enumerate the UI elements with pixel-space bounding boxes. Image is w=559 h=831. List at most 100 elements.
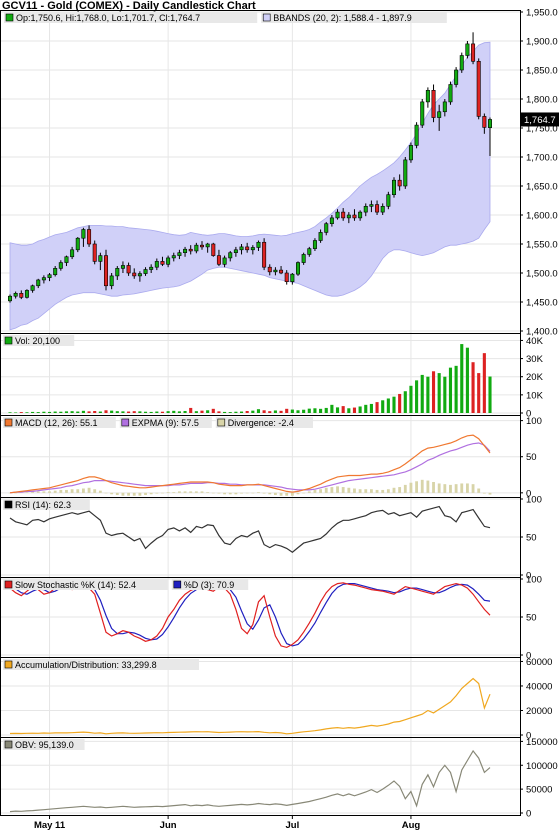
volume-bar	[172, 410, 176, 413]
volume-bar	[358, 406, 362, 413]
obv-line	[9, 749, 491, 813]
volume-bar	[302, 409, 306, 413]
divergence-bar	[31, 491, 34, 493]
divergence-bar	[217, 492, 221, 494]
candle	[284, 272, 289, 282]
divergence-bar	[70, 489, 74, 493]
candle	[149, 266, 154, 270]
candle	[256, 241, 261, 248]
divergence-bar	[127, 492, 130, 496]
candle	[30, 285, 35, 291]
volume-bar	[273, 410, 277, 413]
candle	[183, 248, 188, 254]
candle	[166, 257, 171, 265]
chart-title: GCV11 - Gold (COMEX) - Daily Candlestick…	[2, 0, 256, 12]
divergence-bar	[76, 489, 80, 493]
candle	[392, 179, 396, 195]
divergence-bar	[358, 489, 362, 493]
y-tick-label: 1,450.0	[526, 298, 558, 309]
divergence-bar	[307, 491, 311, 493]
volume-bar	[290, 409, 294, 413]
volume-bar	[200, 410, 204, 413]
candle	[375, 204, 380, 213]
divergence-bar	[200, 491, 204, 493]
candle	[36, 279, 41, 287]
divergence-bar	[443, 484, 447, 493]
legend: Slow Stochastic %K (14): 52.4 %D (3): 70.…	[3, 579, 249, 590]
volume-bar	[256, 409, 261, 413]
candle	[8, 295, 12, 302]
y-tick-label: 20K	[526, 372, 544, 383]
divergence-bar	[437, 483, 441, 493]
y-tick-label: 10K	[526, 390, 544, 401]
y-tick-label: 40000	[526, 681, 552, 692]
candle	[239, 246, 244, 251]
candle	[403, 159, 408, 187]
divergence-bar	[409, 482, 413, 493]
y-tick-label: 40K	[526, 336, 544, 347]
ad-line	[9, 677, 491, 735]
candle	[267, 266, 272, 273]
legend-label: Accumulation/Distribution: 33,299.8	[15, 660, 157, 670]
candle	[233, 249, 238, 254]
candle	[352, 214, 357, 219]
candle	[211, 243, 216, 256]
candle	[335, 211, 340, 219]
volume-bar	[381, 400, 385, 413]
candle	[363, 206, 368, 213]
legend-label: Op:1,750.6, Hi:1,768.0, Lo:1,701.7, Cl:1…	[16, 13, 200, 23]
y-tick-label: 100	[526, 495, 542, 506]
divergence-bar	[194, 491, 198, 493]
divergence-bar	[449, 484, 452, 493]
divergence-bar	[381, 489, 385, 493]
volume-bar	[8, 412, 12, 413]
y-tick-label: 1,800.0	[526, 95, 558, 106]
volume-bar	[386, 398, 390, 413]
volume-bar	[143, 411, 148, 413]
volume-bar	[431, 371, 436, 413]
y-tick-label: 1,550.0	[526, 240, 558, 251]
legend-label: BBANDS (20, 2): 1,588.4 - 1,897.9	[273, 13, 412, 23]
candle	[81, 229, 86, 239]
volume-bar	[217, 411, 221, 413]
divergence-bar	[82, 488, 85, 493]
divergence-bar	[341, 487, 345, 493]
candle	[13, 292, 18, 297]
volume-bar	[31, 411, 35, 413]
divergence-bar	[206, 492, 210, 493]
volume-bar	[53, 411, 57, 413]
y-tick-label: 50000	[526, 785, 552, 796]
volume-bar	[14, 412, 18, 413]
volume-bar	[392, 396, 396, 413]
legend-swatch	[4, 740, 13, 749]
candle	[194, 244, 199, 252]
bollinger-band	[9, 41, 491, 331]
volume-bar	[155, 411, 159, 413]
volume-bar	[335, 407, 340, 413]
legend-swatch	[4, 500, 13, 509]
candle	[216, 255, 221, 265]
candle	[200, 244, 204, 248]
candle	[58, 262, 63, 269]
divergence-bar	[302, 492, 306, 494]
volume-bar	[183, 411, 187, 413]
divergence-bar	[223, 492, 226, 495]
volume-bar	[352, 407, 357, 413]
divergence-bar	[228, 492, 232, 495]
candle	[442, 101, 447, 113]
divergence-bar	[172, 492, 176, 493]
divergence-bar	[477, 488, 481, 493]
candle	[476, 60, 481, 117]
divergence-bar	[189, 491, 193, 493]
divergence-bar	[98, 490, 102, 493]
volume-bar	[132, 411, 136, 413]
legend-label: RSI (14): 62.3	[15, 500, 71, 510]
divergence-bar	[420, 479, 424, 493]
y-tick-label: 50	[526, 452, 537, 463]
divergence-bar	[121, 492, 125, 496]
volume-bar	[341, 406, 345, 413]
volume-bar	[121, 411, 125, 413]
divergence-bar	[245, 492, 249, 494]
legend-label: Slow Stochastic %K (14): 52.4	[15, 580, 136, 590]
candle	[92, 243, 97, 262]
